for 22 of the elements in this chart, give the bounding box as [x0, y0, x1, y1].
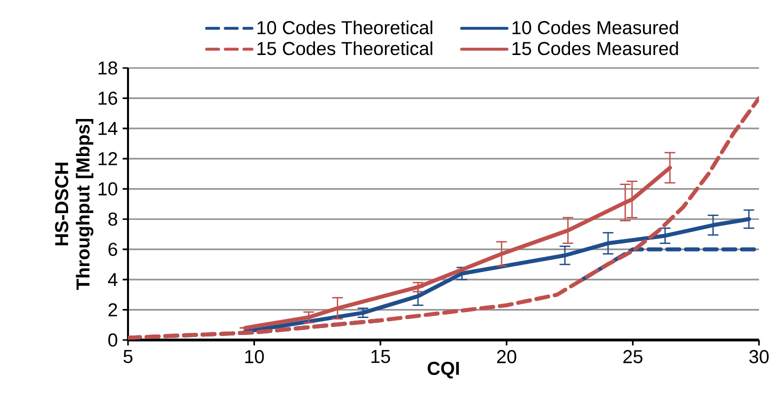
y-tick-label: 14: [98, 122, 118, 135]
y-tick-label: 16: [98, 92, 118, 105]
x-tick-label: 15: [371, 350, 390, 364]
y-tick-label: 4: [108, 273, 118, 286]
y-tick-label: 0: [108, 333, 118, 347]
x-tick-label: 25: [623, 350, 642, 364]
legend-label: 15 Codes Theoretical: [257, 41, 432, 56]
legend-label: 15 Codes Measured: [512, 41, 678, 56]
x-tick-label: 30: [749, 350, 769, 364]
y-axis-title: HS-DSCH Throughput [Mbps]: [55, 118, 94, 290]
x-axis-title: CQI: [428, 362, 459, 378]
y-tick-label: 6: [108, 242, 118, 256]
x-tick-label: 5: [124, 350, 132, 364]
legend-label: 10 Codes Theoretical: [257, 20, 432, 34]
y-tick-label: 18: [98, 61, 118, 75]
y-tick-label: 2: [108, 303, 118, 316]
y-tick-label: 10: [98, 182, 118, 196]
y-tick-label: 12: [98, 152, 118, 166]
y-tick-label: 8: [108, 212, 118, 226]
legend-label: 10 Codes Measured: [512, 20, 678, 34]
x-tick-label: 10: [245, 350, 264, 364]
x-tick-label: 20: [497, 350, 516, 364]
